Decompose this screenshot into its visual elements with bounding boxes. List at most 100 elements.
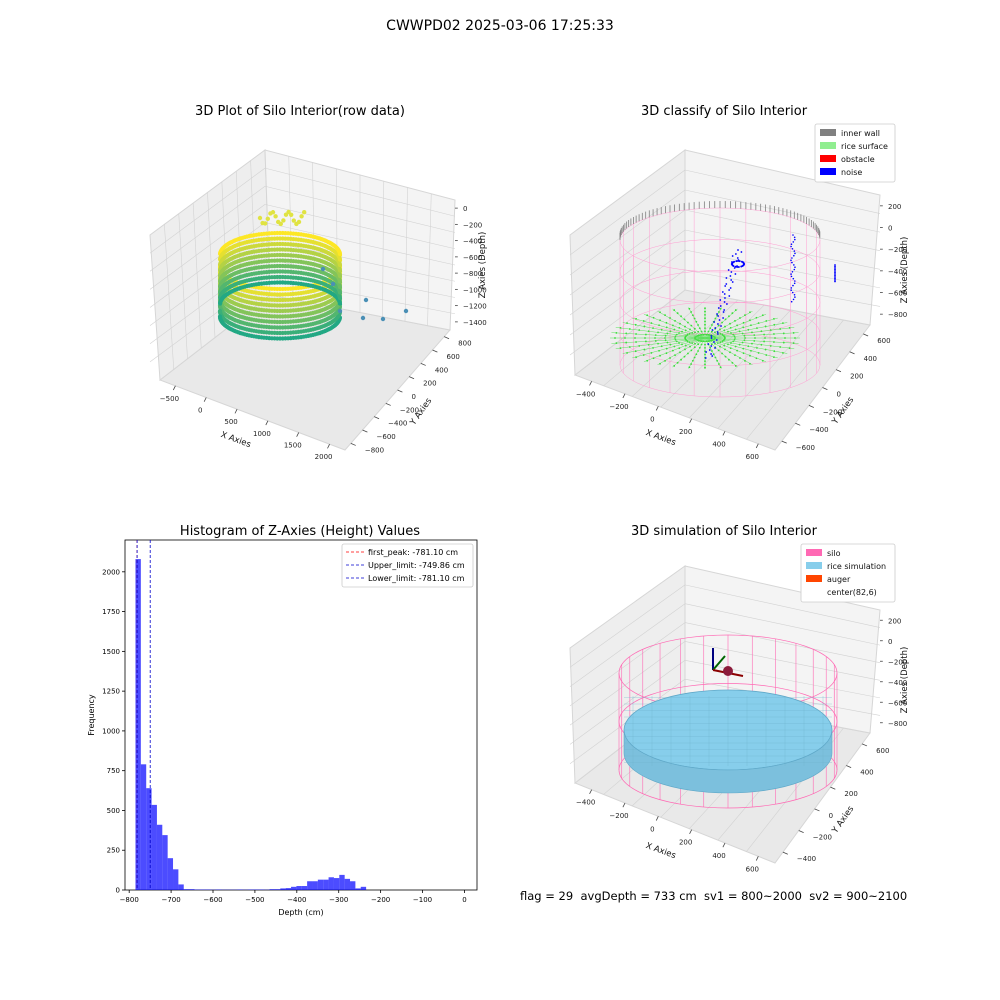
legend-swatch bbox=[820, 155, 836, 162]
noise-point bbox=[723, 301, 726, 303]
noise-point bbox=[707, 343, 710, 345]
y-axis-tick-label: 200 bbox=[850, 373, 863, 381]
grid-line bbox=[689, 309, 791, 419]
figure-title: CWWPD02 2025-03-06 17:25:33 bbox=[386, 18, 614, 34]
z-axis-tick-label: −800 bbox=[888, 720, 907, 728]
x-axis-tick bbox=[265, 420, 269, 426]
data-point bbox=[337, 301, 342, 306]
noise-point bbox=[719, 299, 722, 301]
histogram-bar bbox=[296, 886, 302, 890]
histogram-bar bbox=[312, 881, 318, 890]
z-axis-tick-label: −1200 bbox=[463, 303, 487, 311]
noise-point bbox=[727, 269, 730, 271]
noise-point bbox=[716, 331, 719, 333]
z-axis-tick-label: −400 bbox=[888, 679, 907, 687]
noise-point bbox=[718, 319, 721, 321]
raw-data-3d-plot: −5000500100015002000−800−600−400−2000200… bbox=[149, 149, 488, 461]
grid-line bbox=[427, 193, 432, 326]
y-axis-tick-label: −200 bbox=[823, 408, 842, 416]
grid-line bbox=[382, 181, 385, 317]
legend-label: auger bbox=[827, 575, 851, 584]
noise-point bbox=[792, 277, 795, 280]
histogram-bar bbox=[307, 881, 313, 890]
auger-axis-y bbox=[712, 655, 726, 671]
noise-point bbox=[715, 339, 718, 341]
x-axis-tick bbox=[622, 393, 626, 399]
grid-line bbox=[569, 249, 686, 336]
histogram-bar bbox=[183, 889, 190, 890]
histogram-bar bbox=[173, 869, 179, 890]
data-point bbox=[289, 212, 294, 217]
data-point bbox=[281, 218, 286, 223]
data-point bbox=[299, 214, 304, 219]
simulation-3d-plot: −400 −200 0 200 400 600 −400 −200 0 200 400 600 200 0… bbox=[569, 543, 910, 873]
noise-point bbox=[834, 264, 836, 266]
x-axis-tick-label: 1500 bbox=[284, 442, 302, 450]
noise-point bbox=[834, 270, 836, 272]
outlier-point bbox=[320, 266, 326, 272]
outlier-point bbox=[337, 308, 343, 314]
grid-line bbox=[221, 181, 230, 327]
grid-line bbox=[569, 641, 686, 726]
y-axis-tick bbox=[432, 349, 438, 353]
y-axis-tick-label: 0 bbox=[412, 393, 416, 401]
x-axis-tick bbox=[655, 816, 659, 821]
plot-area bbox=[124, 539, 478, 891]
y-axis-label: Y Axies bbox=[830, 804, 857, 836]
y-axis-tick-label: −400 bbox=[388, 420, 407, 428]
y-axis-tick bbox=[362, 429, 368, 433]
x-axis-tick-label: 0 bbox=[650, 825, 654, 833]
y-axis-tick-label: 600 bbox=[877, 337, 890, 345]
grid-line bbox=[288, 156, 293, 300]
data-point bbox=[291, 218, 296, 223]
grid-line bbox=[178, 213, 188, 359]
rice-surface-ray bbox=[688, 307, 706, 339]
legend-label: noise bbox=[841, 168, 862, 177]
x-axis-tick bbox=[234, 408, 238, 414]
rice-surface-ray bbox=[704, 337, 795, 349]
y-axis-tick-label: 0 bbox=[829, 812, 833, 820]
legend-label: Lower_limit: -781.10 cm bbox=[368, 574, 465, 583]
y-axis-tick-label: −200 bbox=[400, 406, 419, 414]
noise-point bbox=[791, 248, 794, 250]
rice-surface-ray bbox=[704, 308, 738, 339]
y-tick-label: 500 bbox=[107, 807, 120, 815]
noise-point bbox=[793, 250, 796, 252]
z-axis-tick-label: −1000 bbox=[463, 286, 487, 294]
noise-point bbox=[713, 321, 716, 323]
data-point bbox=[283, 212, 289, 217]
noise-point bbox=[725, 277, 728, 279]
grid-line bbox=[149, 167, 266, 254]
y-axis-tick-label: −400 bbox=[809, 426, 828, 434]
rice-surface-ray bbox=[704, 337, 722, 369]
histogram-bar bbox=[140, 764, 147, 890]
y-axis-tick-label: 600 bbox=[447, 353, 460, 361]
legend-label: first_peak: -781.10 cm bbox=[368, 548, 458, 557]
x-tick-label: −400 bbox=[287, 896, 306, 904]
x-tick-label: −100 bbox=[413, 896, 432, 904]
rice-surface-ray bbox=[643, 314, 706, 339]
grid-line bbox=[250, 160, 257, 306]
y-axis-tick-label: −600 bbox=[377, 433, 396, 441]
noise-point bbox=[834, 276, 836, 278]
histogram-bar bbox=[285, 888, 292, 890]
histogram-bar bbox=[269, 889, 275, 890]
legend-label: inner wall bbox=[841, 129, 880, 138]
x-axis-tick-label: 600 bbox=[746, 865, 759, 873]
noise-point bbox=[719, 305, 722, 307]
grid-line bbox=[569, 189, 686, 276]
legend-label: rice surface bbox=[841, 142, 888, 151]
noise-point bbox=[742, 263, 745, 266]
y-axis-tick-label: −600 bbox=[796, 444, 815, 452]
noise-point bbox=[734, 273, 737, 275]
rice-surface-ray bbox=[615, 337, 706, 349]
noise-point bbox=[724, 297, 726, 299]
grid-line bbox=[149, 204, 266, 290]
noise-point bbox=[711, 329, 714, 331]
x-tick-label: −800 bbox=[120, 896, 139, 904]
z-axis-tick-label: −600 bbox=[463, 254, 482, 262]
legend-swatch bbox=[820, 168, 836, 175]
rice-surface-ray bbox=[657, 337, 706, 366]
y-tick-label: 1000 bbox=[102, 727, 120, 735]
rice-surface-ray bbox=[615, 327, 706, 339]
